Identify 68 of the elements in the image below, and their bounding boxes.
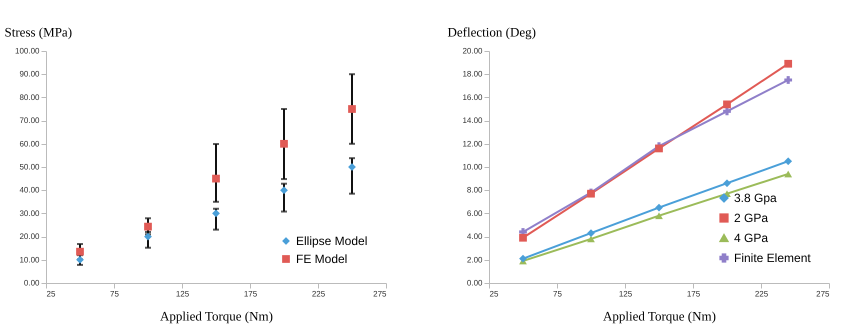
- y-tick-label: 6.00: [466, 208, 484, 218]
- y-tick-label: 10.00: [462, 162, 484, 172]
- legend-label: 4 GPa: [734, 231, 768, 245]
- legend-label: FE Model: [296, 252, 348, 266]
- x-tick-label: 225: [312, 290, 326, 298]
- point: [519, 234, 527, 242]
- point: [655, 144, 663, 152]
- y-tick-label: 40.00: [19, 186, 40, 195]
- legend-label: Finite Element: [734, 251, 812, 265]
- x-tick-label: 175: [686, 290, 701, 298]
- y-axis-title: Stress (MPa): [4, 24, 72, 40]
- y-tick-label: 80.00: [19, 92, 40, 102]
- x-axis-title: Applied Torque (Nm): [160, 308, 273, 324]
- point: [655, 204, 663, 212]
- y-tick-label: 4.00: [466, 232, 484, 242]
- y-tick-label: 30.00: [19, 208, 40, 218]
- x-tick-label: 275: [373, 290, 388, 298]
- x-tick-label: 125: [618, 290, 633, 298]
- y-tick-label: 14.00: [462, 116, 484, 126]
- point: [784, 157, 792, 166]
- y-axis-title: Deflection (Deg): [448, 24, 536, 40]
- point: [784, 170, 792, 178]
- point: [519, 254, 527, 263]
- legend-label: 2 GPa: [734, 211, 768, 225]
- y-tick-label: 18.00: [462, 70, 484, 79]
- y-tick-label: 10.00: [19, 255, 40, 264]
- x-tick-label: 225: [754, 290, 769, 298]
- point: [723, 100, 731, 108]
- point: [655, 212, 663, 220]
- point: [723, 179, 731, 188]
- y-tick-label: 50.00: [19, 162, 40, 172]
- y-tick-label: 70.00: [19, 116, 40, 126]
- point: [212, 174, 220, 182]
- point: [784, 76, 792, 84]
- y-tick-label: 100.00: [15, 46, 40, 56]
- point: [144, 222, 152, 230]
- y-tick-label: 12.00: [462, 139, 484, 148]
- x-tick-label: 75: [553, 290, 562, 298]
- x-axis-title: Applied Torque (Nm): [603, 308, 716, 324]
- point: [348, 105, 356, 113]
- y-tick-label: 90.00: [19, 70, 40, 79]
- point: [280, 140, 288, 148]
- x-tick-label: 25: [490, 290, 499, 298]
- y-tick-label: 0.00: [466, 278, 484, 288]
- x-tick-label: 275: [816, 290, 830, 298]
- x-tick-label: 75: [110, 290, 120, 298]
- x-tick-label: 175: [244, 290, 258, 298]
- y-tick-label: 8.00: [466, 186, 484, 195]
- point: [76, 248, 84, 256]
- y-tick-label: 20.00: [462, 46, 484, 56]
- x-tick-label: 125: [176, 290, 190, 298]
- legend-label: 3.8 Gpa: [734, 191, 778, 205]
- point: [587, 236, 595, 242]
- y-tick-label: 2.00: [466, 255, 484, 264]
- y-tick-label: 0.00: [24, 278, 40, 288]
- point: [587, 229, 595, 237]
- point: [348, 163, 356, 171]
- y-tick-label: 16.00: [462, 92, 484, 102]
- legend-label: Ellipse Model: [296, 234, 368, 248]
- point: [784, 60, 792, 68]
- point: [280, 186, 288, 194]
- point: [76, 256, 84, 264]
- point: [144, 232, 152, 240]
- point: [212, 210, 220, 218]
- point: [723, 107, 731, 116]
- x-tick-label: 25: [46, 290, 56, 298]
- y-tick-label: 60.00: [19, 139, 40, 148]
- y-tick-label: 20.00: [19, 232, 40, 242]
